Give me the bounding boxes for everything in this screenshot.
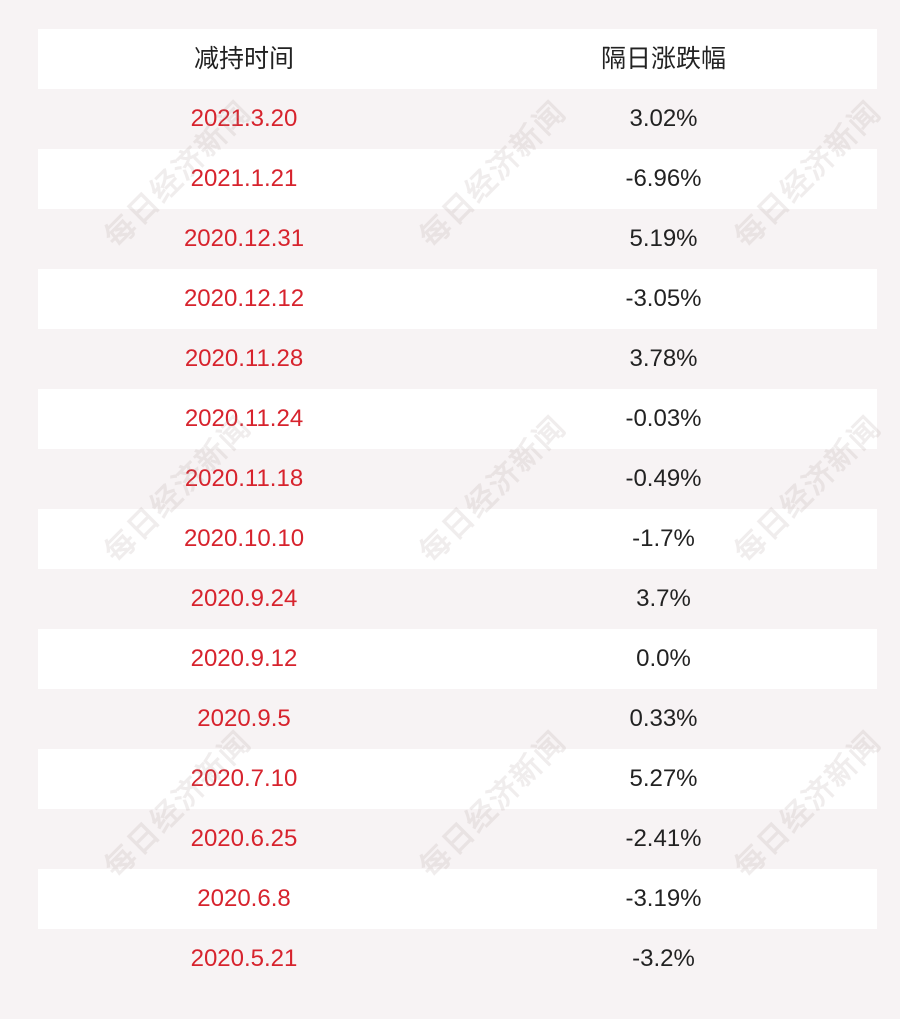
row-date: 2020.11.24 <box>184 405 304 432</box>
row-change: 0.0% <box>636 645 691 672</box>
row-change: 5.19% <box>629 225 698 252</box>
row-date: 2021.1.21 <box>190 165 298 192</box>
row-change: 3.02% <box>629 105 698 132</box>
table-row: 2020.7.10 5.27% <box>38 749 877 809</box>
row-change: -0.03% <box>625 405 702 432</box>
table-row: 2020.12.12 -3.05% <box>38 269 877 329</box>
row-date: 2020.12.31 <box>183 225 305 252</box>
row-date: 2020.6.25 <box>190 825 298 852</box>
reduction-table: 减持时间 隔日涨跌幅 2021.3.20 3.02% 2021.1.21 -6.96%… <box>38 29 877 989</box>
table-row: 2020.6.25 -2.41% <box>38 809 877 869</box>
row-date: 2020.10.10 <box>183 525 305 552</box>
row-change: 3.78% <box>629 345 698 372</box>
table-row: 2020.11.18 -0.49% <box>38 449 877 509</box>
row-date: 2020.5.21 <box>190 945 298 972</box>
table-row: 2021.3.20 3.02% <box>38 89 877 149</box>
table-row: 2020.10.10 -1.7% <box>38 509 877 569</box>
table-header-row: 减持时间 隔日涨跌幅 <box>38 29 877 89</box>
row-change: -1.7% <box>632 525 695 552</box>
table-row: 2020.5.21 -3.2% <box>38 929 877 989</box>
table-body: 2021.3.20 3.02% 2021.1.21 -6.96% 2020.12.31 5… <box>38 89 877 989</box>
row-date: 2020.11.18 <box>184 465 304 492</box>
table-row: 2020.11.28 3.78% <box>38 329 877 389</box>
header-date: 减持时间 <box>193 45 294 73</box>
row-date: 2020.12.12 <box>183 285 305 312</box>
table-row: 2020.12.31 5.19% <box>38 209 877 269</box>
row-change: -2.41% <box>625 825 702 852</box>
row-change: 0.33% <box>629 705 698 732</box>
table-row: 2020.9.12 0.0% <box>38 629 877 689</box>
header-change: 隔日涨跌幅 <box>600 45 726 73</box>
table-row: 2020.9.5 0.33% <box>38 689 877 749</box>
row-date: 2020.6.8 <box>197 885 291 912</box>
row-date: 2020.9.24 <box>190 585 298 612</box>
row-change: -3.19% <box>625 885 702 912</box>
table-row: 2020.11.24 -0.03% <box>38 389 877 449</box>
table-row: 2020.6.8 -3.19% <box>38 869 877 929</box>
row-change: -0.49% <box>625 465 702 492</box>
row-date: 2020.9.5 <box>197 705 291 732</box>
row-change: 3.7% <box>636 585 691 612</box>
row-change: -3.05% <box>625 285 702 312</box>
row-date: 2020.11.28 <box>184 345 304 372</box>
table-row: 2020.9.24 3.7% <box>38 569 877 629</box>
table-row: 2021.1.21 -6.96% <box>38 149 877 209</box>
row-change: 5.27% <box>629 765 698 792</box>
row-change: -6.96% <box>625 165 702 192</box>
row-date: 2020.7.10 <box>190 765 298 792</box>
row-date: 2021.3.20 <box>190 105 298 132</box>
row-change: -3.2% <box>632 945 695 972</box>
row-date: 2020.9.12 <box>190 645 298 672</box>
